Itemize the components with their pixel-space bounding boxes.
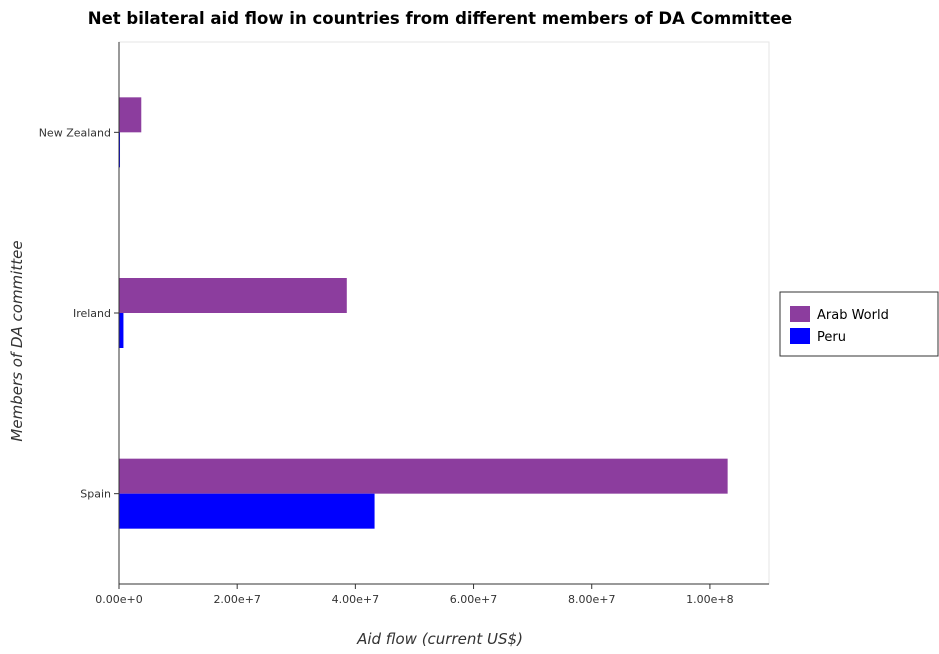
legend-swatch <box>790 328 810 344</box>
legend-label: Peru <box>817 330 846 345</box>
x-tick-label: 4.00e+7 <box>332 593 379 606</box>
y-axis-title: Members of DA committee <box>8 240 26 441</box>
bar-arab-world-spain <box>119 458 728 494</box>
chart-title: Net bilateral aid flow in countries from… <box>88 9 792 28</box>
y-tick-label: Spain <box>80 488 111 501</box>
legend-label: Arab World <box>817 308 889 323</box>
bar-arab-world-ireland <box>119 278 347 313</box>
x-axis-title: Aid flow (current US$) <box>356 630 523 648</box>
x-tick-label: 6.00e+7 <box>450 593 497 606</box>
x-axis: 0.00e+0 2.00e+7 4.00e+7 6.00e+7 8.00e+7 1.00e… <box>95 583 769 606</box>
y-tick-label: New Zealand <box>39 126 111 139</box>
bar-peru-new-zealand <box>119 132 121 168</box>
bar-peru-spain <box>119 493 375 529</box>
x-tick-label: 2.00e+7 <box>213 593 260 606</box>
y-tick-label: Ireland <box>73 307 111 320</box>
legend-box <box>779 291 939 357</box>
legend: Arab World Peru <box>779 291 939 357</box>
y-axis: New Zealand Ireland Spain <box>39 42 120 584</box>
legend-swatch <box>790 306 810 322</box>
x-tick-label: 0.00e+0 <box>95 593 142 606</box>
plot-area <box>118 41 770 585</box>
bar-peru-ireland <box>119 313 124 348</box>
x-tick-label: 8.00e+7 <box>568 593 615 606</box>
bar-arab-world-new-zealand <box>119 97 142 133</box>
x-tick-label: 1.00e+8 <box>686 593 733 606</box>
